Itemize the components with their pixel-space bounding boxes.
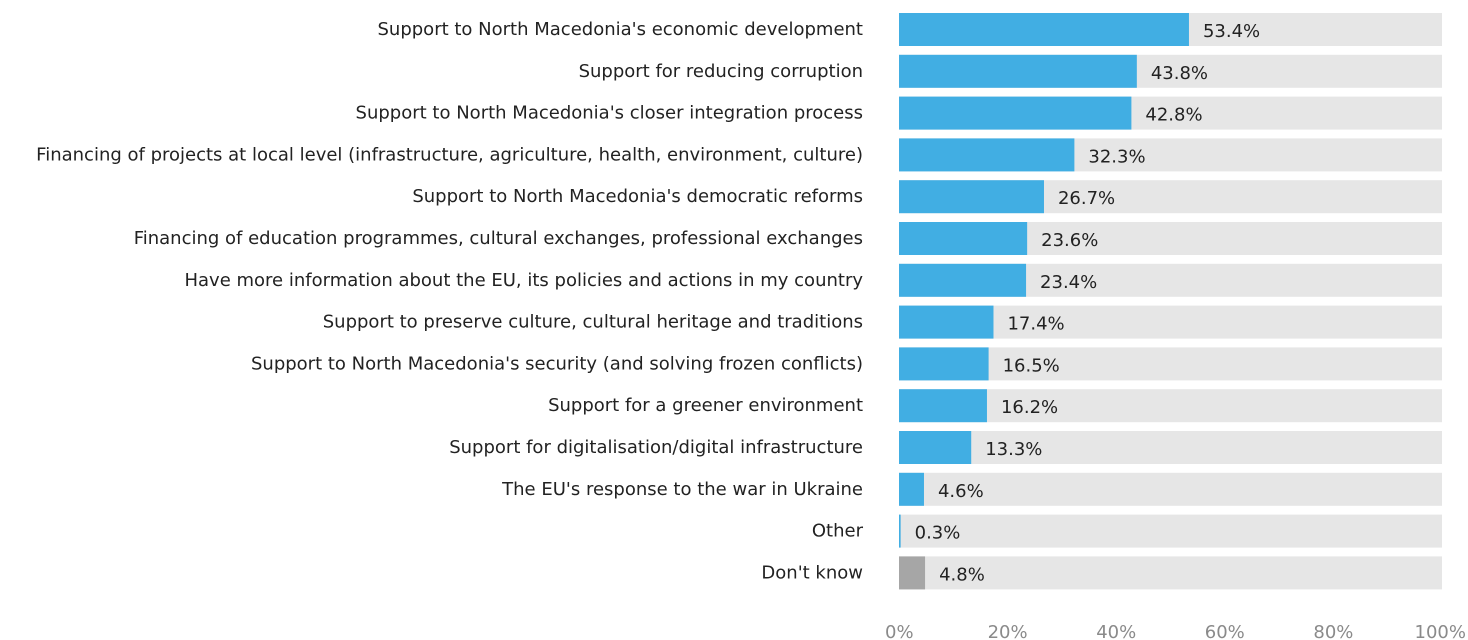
bar-track bbox=[899, 389, 1442, 423]
bar bbox=[899, 347, 989, 381]
category-label: Financing of education programmes, cultu… bbox=[134, 228, 863, 249]
category-label: Support to North Macedonia's economic de… bbox=[378, 19, 864, 40]
category-label: Have more information about the EU, its … bbox=[184, 270, 863, 291]
bar bbox=[899, 263, 1027, 297]
bar bbox=[899, 389, 987, 423]
bar bbox=[899, 431, 972, 464]
bar-track bbox=[899, 347, 1442, 381]
data-label: 16.2% bbox=[1001, 397, 1058, 418]
data-label: 4.6% bbox=[938, 481, 984, 502]
data-label: 23.4% bbox=[1040, 272, 1097, 293]
data-label: 23.6% bbox=[1041, 230, 1098, 251]
bar bbox=[899, 556, 926, 590]
bar bbox=[899, 305, 994, 339]
bar bbox=[899, 180, 1044, 214]
category-label: Support to preserve culture, cultural he… bbox=[323, 312, 863, 333]
category-label: Support for reducing corruption bbox=[579, 61, 863, 82]
bar bbox=[899, 13, 1189, 46]
data-label: 17.4% bbox=[1007, 314, 1064, 335]
bar-track bbox=[899, 556, 1442, 590]
data-label: 43.8% bbox=[1151, 63, 1208, 84]
category-label: Support to North Macedonia's democratic … bbox=[412, 186, 863, 207]
data-label: 16.5% bbox=[1003, 355, 1060, 376]
bar bbox=[899, 138, 1075, 172]
bar-track bbox=[899, 431, 1442, 464]
data-label: 0.3% bbox=[915, 523, 961, 544]
x-tick-label: 40% bbox=[1096, 622, 1136, 640]
x-tick-label: 0% bbox=[885, 622, 914, 640]
bar bbox=[899, 222, 1028, 255]
data-label: 53.4% bbox=[1203, 21, 1260, 42]
category-label: Support to North Macedonia's closer inte… bbox=[356, 103, 863, 124]
bar-track bbox=[899, 514, 1442, 548]
data-label: 13.3% bbox=[985, 439, 1042, 460]
bar bbox=[899, 514, 901, 548]
bar bbox=[899, 472, 924, 506]
category-label: Other bbox=[812, 521, 864, 542]
category-label: Support for a greener environment bbox=[548, 395, 863, 416]
data-label: 4.8% bbox=[939, 564, 985, 585]
x-tick-label: 100% bbox=[1415, 622, 1466, 640]
data-label: 32.3% bbox=[1088, 146, 1145, 167]
x-tick-label: 20% bbox=[988, 622, 1028, 640]
category-label: Don't know bbox=[761, 562, 863, 583]
bar-track bbox=[899, 472, 1442, 506]
x-tick-label: 80% bbox=[1313, 622, 1353, 640]
data-label: 42.8% bbox=[1145, 105, 1202, 126]
category-label: Support for digitalisation/digital infra… bbox=[449, 437, 863, 458]
data-label: 26.7% bbox=[1058, 188, 1115, 209]
bar bbox=[899, 54, 1137, 88]
bar bbox=[899, 96, 1132, 130]
x-tick-label: 60% bbox=[1205, 622, 1245, 640]
category-label: Support to North Macedonia's security (a… bbox=[251, 353, 863, 374]
category-label: Financing of projects at local level (in… bbox=[36, 144, 863, 165]
category-label: The EU's response to the war in Ukraine bbox=[501, 479, 863, 500]
